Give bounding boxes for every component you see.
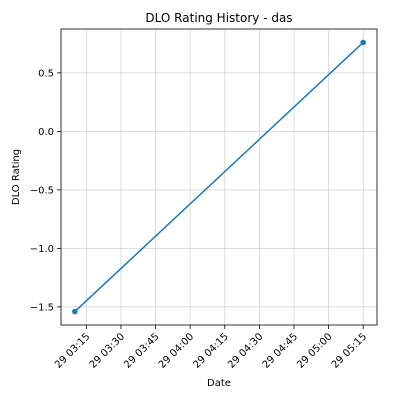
y-tick-label: 0.5 bbox=[38, 68, 54, 79]
data-point bbox=[360, 39, 366, 46]
series-line bbox=[74, 41, 364, 313]
data-point bbox=[72, 308, 78, 315]
y-axis-label: DLO Rating bbox=[11, 149, 22, 205]
y-tick-label: −1.5 bbox=[30, 302, 54, 313]
plot-frame bbox=[60, 28, 378, 326]
y-tick-label: −1.0 bbox=[30, 244, 54, 255]
y-tick-label: −0.5 bbox=[30, 185, 54, 196]
series bbox=[72, 39, 366, 315]
chart-title: DLO Rating History - das bbox=[145, 11, 292, 25]
y-tick-label: 0.0 bbox=[38, 127, 54, 138]
grid bbox=[61, 29, 377, 325]
x-axis-label: Date bbox=[207, 378, 231, 389]
